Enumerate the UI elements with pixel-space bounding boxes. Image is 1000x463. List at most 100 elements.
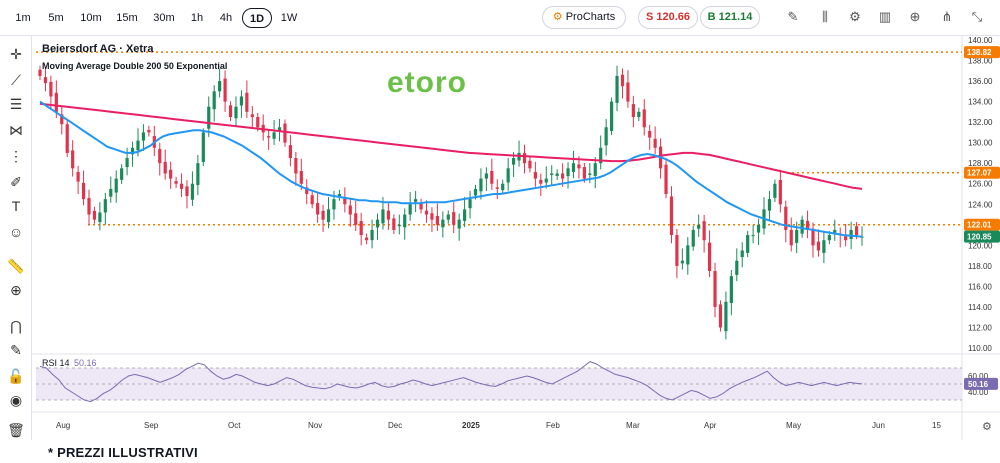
- y-tick-label: 110.00: [968, 344, 992, 353]
- magnet-icon[interactable]: ⋂: [10, 318, 22, 334]
- price-chart[interactable]: 110.00 112.00 114.00 116.00 118.00 120.00 122.…: [32, 36, 1000, 440]
- candle-body: [38, 69, 42, 76]
- lock-icon[interactable]: 🔓: [7, 368, 25, 384]
- candle-body: [648, 130, 652, 138]
- collapse-icon[interactable]: ⤡: [971, 9, 983, 24]
- candle-body: [435, 215, 439, 225]
- pencil-lock-icon[interactable]: ✎: [10, 342, 22, 358]
- candle-body: [332, 199, 336, 210]
- candle-body: [218, 81, 222, 92]
- candle-body: [337, 194, 342, 197]
- x-tick-label: Aug: [56, 421, 70, 430]
- timeframe-15m[interactable]: 15m: [116, 12, 138, 24]
- candle-body: [81, 182, 86, 200]
- y-tick-label: 116.00: [968, 282, 992, 291]
- candle-body: [71, 150, 75, 169]
- candle-body: [228, 105, 233, 117]
- timeframe-1h[interactable]: 1h: [190, 12, 204, 24]
- candle-body: [201, 132, 205, 162]
- candle-body: [408, 204, 412, 215]
- candle-body: [343, 197, 347, 205]
- candle-body: [571, 163, 576, 173]
- candle-body: [386, 210, 390, 220]
- candle-body: [849, 229, 853, 239]
- prochart-label: ProCharts: [565, 11, 616, 23]
- candle-body: [414, 199, 418, 202]
- candle-body: [103, 199, 107, 213]
- candle-body: [60, 114, 64, 125]
- y-tick-label: 138.00: [968, 57, 993, 66]
- prochart-button[interactable]: ⚙ ProCharts: [542, 6, 626, 29]
- candle-body: [136, 140, 140, 151]
- trash-icon[interactable]: 🗑: [7, 422, 25, 438]
- timeframe-5m[interactable]: 5m: [48, 12, 64, 24]
- eye-icon[interactable]: ◉: [9, 392, 23, 408]
- candle-body: [833, 229, 837, 233]
- candle-body: [702, 221, 706, 241]
- footer-note: * PREZZI ILLUSTRATIVI: [48, 445, 198, 460]
- candle-body: [664, 164, 668, 194]
- zoom-icon[interactable]: ⊕: [10, 282, 22, 298]
- add-icon[interactable]: ⊕: [909, 9, 921, 24]
- crosshair-icon[interactable]: ✛: [10, 46, 22, 62]
- text-icon[interactable]: T: [11, 198, 21, 214]
- timeframe-1m[interactable]: 1m: [15, 12, 31, 24]
- candle-body: [185, 186, 189, 197]
- timeframe-10m[interactable]: 10m: [80, 12, 102, 24]
- rsi-value-tag: [964, 377, 998, 390]
- candle-body: [267, 136, 271, 138]
- buy-button[interactable]: B 121.14: [700, 6, 760, 29]
- x-tick-label: Sep: [144, 421, 159, 430]
- candle-body: [141, 132, 146, 141]
- y-tick-label: 112.00: [968, 323, 992, 332]
- x-tick-label: 2025: [462, 421, 480, 430]
- timeframe-1d[interactable]: 1D: [242, 8, 272, 28]
- price-level-tag: [964, 218, 1000, 231]
- x-tick-label: Jun: [872, 421, 885, 430]
- candle-body: [212, 91, 216, 110]
- candle-body: [424, 210, 429, 215]
- settings-icon[interactable]: ⚙: [849, 9, 861, 24]
- fib-icon[interactable]: ⋮: [9, 148, 23, 164]
- timeframe-4h[interactable]: 4h: [219, 12, 233, 24]
- lines-icon[interactable]: ☰: [9, 96, 23, 112]
- pattern-icon[interactable]: ⋈: [9, 122, 23, 138]
- candle-body: [245, 92, 249, 112]
- candle-body: [773, 183, 777, 198]
- pencil-icon[interactable]: ✎: [787, 9, 799, 24]
- y-tick-label: 136.00: [968, 77, 993, 86]
- candles-icon[interactable]: ⫼: [822, 9, 828, 24]
- timeframe-1w[interactable]: 1W: [280, 12, 298, 24]
- candle-body: [784, 206, 788, 230]
- candle-body: [392, 218, 396, 230]
- x-tick-label: Mar: [626, 421, 640, 430]
- candle-body: [403, 214, 407, 228]
- share-icon[interactable]: ⋔: [941, 9, 953, 24]
- candle-body: [299, 171, 303, 184]
- price-level-label: 122.01: [967, 221, 992, 230]
- ruler-icon[interactable]: 📏: [7, 258, 25, 274]
- trendline-icon[interactable]: ⟋: [11, 72, 21, 88]
- emoji-icon[interactable]: ☺: [8, 224, 24, 240]
- candle-body: [544, 178, 548, 183]
- candle-body: [305, 187, 309, 194]
- y-tick-label: 132.00: [968, 118, 993, 127]
- drawing-toolbar: ✛ ⟋ ☰ ⋈ ⋮ ✐ T ☺ 📏 ⊕ ⋂ ✎ 🔓 ◉ 🗑: [0, 36, 32, 440]
- candle-body: [593, 163, 597, 176]
- timeframe-30m[interactable]: 30m: [153, 12, 175, 24]
- brush-icon[interactable]: ✐: [10, 174, 22, 190]
- candle-body: [653, 138, 657, 148]
- price-level-label: 120.85: [967, 233, 992, 242]
- candle-body: [767, 199, 772, 211]
- candle-body: [729, 276, 733, 304]
- chart-title: Beiersdorf AG · Xetra: [42, 43, 154, 55]
- candle-body: [147, 129, 151, 133]
- indicators-icon[interactable]: ▥: [878, 9, 892, 24]
- sell-button[interactable]: S 120.66: [638, 6, 698, 29]
- x-tick-label: Apr: [704, 421, 717, 430]
- candle-body: [626, 82, 630, 102]
- y-tick-label: 120.00: [968, 241, 993, 250]
- indicator-label: Moving Average Double 200 50 Exponential: [42, 61, 227, 71]
- candle-body: [620, 74, 625, 87]
- candle-body: [800, 219, 804, 234]
